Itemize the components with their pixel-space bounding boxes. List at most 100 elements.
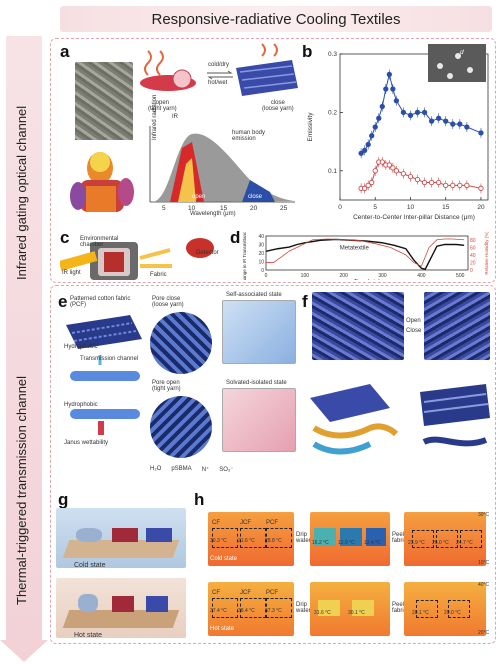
chart-b-point (362, 147, 368, 154)
chart-d-ytick-label: 20 (258, 251, 264, 257)
chart-d-xlabel: Time (min) (354, 279, 380, 280)
open-fabric-illustration (140, 50, 196, 91)
transmission-section (50, 285, 496, 644)
chart-b-point (443, 118, 449, 124)
chart-b-point (421, 109, 428, 116)
svg-text:20: 20 (250, 205, 258, 212)
chart-b-point (362, 185, 368, 191)
open-band-label: open (192, 194, 206, 200)
hot-t2-b: 30.1 °C (348, 610, 365, 616)
chart-b-point (443, 182, 449, 189)
legend-so3: SO₃⁻ (219, 467, 234, 473)
chart-b-inset-pillar (447, 73, 453, 79)
hot-state-label: Hot state (74, 632, 103, 639)
cold-state-photo (56, 508, 186, 568)
side-arrow (6, 36, 42, 642)
chart-b-point (457, 182, 463, 189)
chart-b-xlabel: Center-to-Center Inter-pillar Distance (… (353, 214, 475, 221)
hydrophobic2-label: Hydrophobic (64, 402, 98, 408)
emissivity-chart: 0 5 10 15 20 0.1 0.2 0.3 Center-to-Center Inter-… (307, 44, 489, 221)
chart-b-point (400, 109, 407, 116)
radiation-plot: 5 10 15 20 25 (149, 126, 295, 212)
chart-b-point (407, 112, 414, 118)
chart-b-point (376, 115, 382, 121)
cold-thermal-3 (404, 512, 486, 566)
chart-d-curve-label: Metatextile (340, 246, 370, 252)
svg-text:15: 15 (220, 205, 228, 212)
hot-fabric-cf: CF (212, 590, 220, 596)
chart-b-point (372, 124, 378, 130)
hot-fabric-pcf: PCF (266, 590, 278, 596)
chart-b-point (428, 118, 435, 124)
chart-d-y2tick-label: 40 (470, 253, 476, 259)
chart-b-inset (428, 44, 486, 82)
pore-open-circle (150, 396, 212, 458)
chart-b-point (393, 98, 400, 104)
self-assoc-label: Self-associated state (226, 292, 282, 298)
panel-g-letter: g (58, 490, 69, 509)
svg-text:5: 5 (162, 205, 166, 212)
chart-b-point (464, 124, 470, 130)
open-label: open (tight yarn) (148, 100, 177, 112)
chart-d-frame (265, 235, 469, 271)
chart-b-ylabel: Emissivity (307, 112, 314, 142)
hot-t3-a: 28.1 °C (412, 610, 429, 616)
chart-b-point (436, 179, 442, 186)
hot-scale-max: 40°C (478, 582, 490, 588)
chart-b-point (372, 168, 378, 174)
close-fabric-illustration (236, 43, 298, 96)
hot-wet-label: hot/wet (208, 80, 228, 86)
chart-b-xtick-label: 5 (373, 204, 377, 211)
chart-b-point (478, 130, 484, 136)
ir-label: IR (172, 114, 178, 120)
chart-d-ylabel: Change in IR Transmittance (%) (242, 232, 247, 280)
chart-b-point (414, 109, 421, 116)
chart-b-ytick-label: 0.1 (328, 168, 337, 175)
legend-n-plus: N⁺ (201, 467, 210, 473)
hot-fabric-jcf: JCF (240, 590, 251, 596)
chart-b-point (428, 179, 435, 186)
svg-text:25: 25 (280, 205, 288, 212)
chart-d-humidity-line (266, 238, 465, 267)
setup-illustration (60, 238, 214, 280)
chart-b-point (436, 115, 442, 121)
detector-label: Detector (196, 250, 219, 256)
chart-b-point (379, 103, 385, 110)
chart-b-point (464, 182, 470, 189)
chart-b-series-line (360, 74, 482, 154)
hot-thermal-3 (404, 582, 486, 636)
chart-b-xtick-label: 20 (477, 204, 485, 211)
transmittance-chart: 0100200300400500010203040020406080Time (… (242, 232, 489, 280)
chart-b-inset-pillar (467, 67, 473, 73)
chart-b-point (386, 71, 392, 78)
molecule-legend: H₂O pSBMA N⁺ SO₃⁻ (150, 466, 233, 473)
chart-b-point (365, 141, 371, 148)
chart-d-y2label: Relative Humidity (%) (484, 232, 489, 275)
cold-state-label: Cold state (74, 562, 106, 569)
cold-t2-b: 12.9 °C (338, 540, 355, 546)
panel-b-letter: b (302, 42, 313, 61)
cold-t2-a: 16.2 °C (312, 540, 329, 546)
chart-d-xtick-label: 0 (265, 273, 268, 279)
hot-state-photo (56, 578, 186, 638)
cold-t1-b: 21.6 °C (238, 538, 255, 544)
chart-b-series-line (361, 161, 482, 189)
chart-b-point (450, 182, 456, 189)
drip-cold: Drip water (296, 532, 311, 544)
fabric-photo (75, 62, 133, 142)
chart-b-point (390, 86, 396, 92)
chart-b-point (457, 121, 463, 127)
cold-t1-a: 30.3 °C (210, 538, 227, 544)
hot-t1-b: 38.4 °C (238, 608, 255, 614)
chart-b-point (414, 176, 421, 183)
chart-b-point (369, 179, 375, 186)
chart-d-ytick-label: 40 (258, 234, 264, 240)
chart-b-point (379, 159, 385, 165)
solvated-label: Solvated-isolated state (226, 380, 287, 386)
hot-t2-a: 31.6 °C (314, 610, 331, 616)
fabric-label: Fabric (150, 272, 167, 278)
close-label: close (loose yarn) (262, 100, 294, 112)
panel-e-letter: e (58, 292, 68, 311)
hot-state-thermal-label: Hot state (210, 626, 235, 632)
side-label-top: Infrared gating optical channel (14, 105, 29, 280)
